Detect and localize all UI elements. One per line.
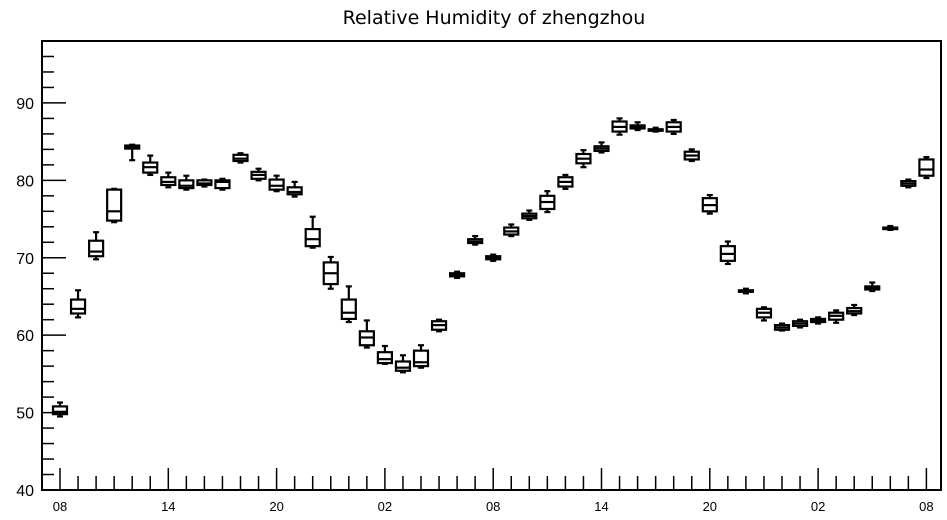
box-plot xyxy=(51,401,69,418)
y-tick-label: 90 xyxy=(16,96,34,113)
box-plot xyxy=(69,289,87,319)
x-tick-label: 08 xyxy=(919,499,933,514)
box-plot xyxy=(846,303,863,317)
box-plot xyxy=(557,173,574,190)
box-plot xyxy=(286,180,303,198)
box-plot xyxy=(340,285,357,324)
x-tick-label: 08 xyxy=(53,499,67,514)
box-body xyxy=(106,188,123,222)
box-body xyxy=(394,360,412,372)
plot-frame xyxy=(41,40,942,491)
box-body xyxy=(918,158,935,177)
box-plot xyxy=(575,149,592,169)
box-plot xyxy=(412,344,430,369)
box-plot xyxy=(394,354,412,374)
box-plot xyxy=(719,240,736,266)
box-plot xyxy=(196,178,213,188)
box-plot xyxy=(737,287,755,295)
x-tick-label: 02 xyxy=(378,499,392,514)
box-plot xyxy=(178,174,195,191)
box-body xyxy=(87,239,105,258)
box-body xyxy=(286,186,303,196)
box-plot xyxy=(304,215,321,249)
x-tick-label: 14 xyxy=(161,499,175,514)
box-plot xyxy=(214,177,231,191)
box-body xyxy=(214,179,231,190)
box-plot xyxy=(376,344,393,365)
chart-title: Relative Humidity of zhengzhou xyxy=(343,7,646,29)
box-plot xyxy=(467,234,484,246)
box-body xyxy=(412,349,430,368)
box-plot xyxy=(701,193,718,215)
box-body xyxy=(268,178,285,191)
box-body xyxy=(340,298,357,321)
box-plot xyxy=(773,322,791,332)
box-plot xyxy=(918,156,935,180)
box-plot xyxy=(322,255,339,290)
box-plot xyxy=(124,143,141,162)
box-plot xyxy=(521,209,538,221)
box-body xyxy=(51,405,69,416)
box-plot xyxy=(449,270,466,279)
y-tick-label: 70 xyxy=(16,251,34,268)
box-plot xyxy=(87,231,105,261)
x-tick-label: 14 xyxy=(594,499,608,514)
y-tick-label: 40 xyxy=(16,483,34,500)
x-axis: 08 14 20 02 08 14 20 02 08 xyxy=(53,468,934,514)
box-plot xyxy=(864,281,881,293)
box-plot xyxy=(485,253,502,262)
box-plot xyxy=(232,152,249,164)
box-plot xyxy=(142,154,159,177)
box-body xyxy=(178,179,195,190)
box-body xyxy=(304,228,321,248)
y-tick-label: 80 xyxy=(16,173,34,190)
box-plot xyxy=(593,141,610,154)
box-plot xyxy=(665,118,682,135)
x-tick-label: 20 xyxy=(269,499,283,514)
box-plot xyxy=(268,174,285,193)
box-plot xyxy=(683,148,700,163)
box-plot xyxy=(900,178,917,189)
box-plot xyxy=(160,171,177,189)
box-plot xyxy=(809,316,827,325)
box-plot xyxy=(647,126,664,133)
y-tick-label: 50 xyxy=(16,406,34,423)
x-tick-label: 20 xyxy=(703,499,717,514)
box-plot xyxy=(430,318,448,333)
x-tick-label: 08 xyxy=(486,499,500,514)
y-tick-label: 60 xyxy=(16,328,34,345)
box-plot xyxy=(539,190,556,214)
box-plot xyxy=(828,309,845,324)
box-plot xyxy=(250,167,267,182)
box-body xyxy=(69,298,87,315)
box-plot xyxy=(106,187,123,224)
y-axis: 40 50 60 70 80 90 xyxy=(16,40,66,500)
box-plot xyxy=(755,306,773,322)
box-plot xyxy=(611,117,628,136)
box-plot xyxy=(629,121,646,132)
box-body xyxy=(376,351,393,365)
box-plot xyxy=(882,224,899,231)
box-plot xyxy=(503,223,520,238)
box-plot xyxy=(791,318,809,329)
box-plot xyxy=(358,319,375,349)
box-series xyxy=(51,117,935,418)
x-tick-label: 02 xyxy=(811,499,825,514)
